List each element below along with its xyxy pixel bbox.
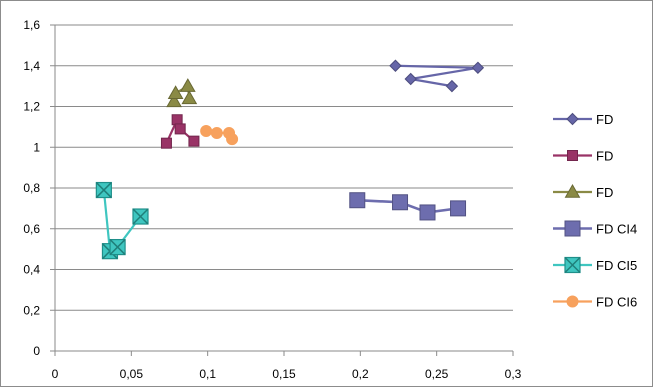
y-tick-label: 1 — [33, 140, 40, 154]
legend: FD FD FD FD CI4 FD CI5 FD CI6 — [553, 112, 637, 310]
series-group — [389, 59, 485, 93]
series-line — [357, 198, 459, 214]
legend-entry: FD — [553, 112, 613, 127]
legend-entry: FD CI6 — [553, 295, 637, 310]
diamond-marker — [471, 61, 485, 74]
triangle-marker — [179, 78, 196, 92]
legend-entry: FD CI4 — [553, 220, 637, 237]
square-marker — [419, 204, 436, 221]
x-tick-label: 0,2 — [352, 367, 369, 381]
y-tick-label: 0,4 — [23, 263, 40, 277]
circle-marker — [226, 133, 239, 146]
series-group — [349, 192, 467, 221]
legend-entry: FD — [553, 183, 613, 200]
square-marker — [564, 220, 581, 237]
legend-label: FD — [596, 185, 613, 200]
legend-label: FD CI5 — [596, 258, 637, 273]
series-group — [200, 124, 239, 146]
square-marker — [349, 192, 366, 209]
circle-marker — [566, 295, 579, 308]
x-box-cross — [564, 256, 581, 274]
y-tick-label: 0,6 — [23, 222, 40, 236]
axes: 0 0,2 0,4 0,6 0,8 1 1,2 1,4 1,6 0 0,05 0,1 0,15 0,2 0,… — [23, 18, 521, 381]
legend-label: FD — [596, 149, 613, 164]
x-tick-label: 0,1 — [199, 367, 216, 381]
triangle-marker — [167, 85, 184, 100]
triangle-marker — [564, 183, 581, 198]
triangle-marker — [166, 93, 182, 108]
square-marker — [450, 200, 467, 217]
y-tick-label: 0,8 — [23, 181, 40, 195]
x-tick-label: 0,25 — [425, 367, 449, 381]
x-box-cross — [109, 239, 126, 256]
y-tick-label: 0 — [33, 344, 40, 358]
y-tick-label: 1,2 — [23, 100, 40, 114]
legend-label: FD — [596, 112, 613, 127]
square-marker — [174, 123, 186, 135]
legend-entry: FD — [553, 149, 613, 164]
x-tick-label: 0,15 — [272, 367, 296, 381]
triangle-marker — [181, 90, 198, 105]
circle-marker — [210, 126, 223, 139]
diamond-marker — [404, 72, 417, 86]
legend-entry: FD CI5 — [553, 256, 637, 274]
series-line — [395, 64, 479, 88]
x-tick-label: 0 — [52, 367, 59, 381]
series-group — [160, 114, 200, 149]
circle-marker — [200, 124, 213, 137]
x-tick-label: 0,3 — [505, 367, 522, 381]
legend-label: FD CI4 — [596, 222, 637, 237]
y-tick-label: 1,4 — [23, 59, 40, 73]
x-box-cross — [132, 208, 149, 225]
square-marker — [567, 150, 578, 161]
diamond-marker — [389, 59, 402, 72]
series-layer — [95, 59, 485, 260]
diamond-marker — [445, 79, 459, 93]
square-marker — [188, 135, 200, 147]
square-marker — [160, 137, 172, 149]
square-marker — [392, 194, 409, 211]
legend-label: FD CI6 — [596, 295, 637, 310]
series-group — [95, 181, 149, 260]
x-tick-label: 0,05 — [120, 367, 144, 381]
x-box-cross — [95, 182, 112, 199]
y-tick-label: 0,2 — [23, 303, 40, 317]
y-tick-label: 1,6 — [23, 18, 40, 32]
series-group — [166, 78, 198, 108]
diamond-marker — [566, 112, 579, 126]
square-marker — [171, 114, 183, 126]
